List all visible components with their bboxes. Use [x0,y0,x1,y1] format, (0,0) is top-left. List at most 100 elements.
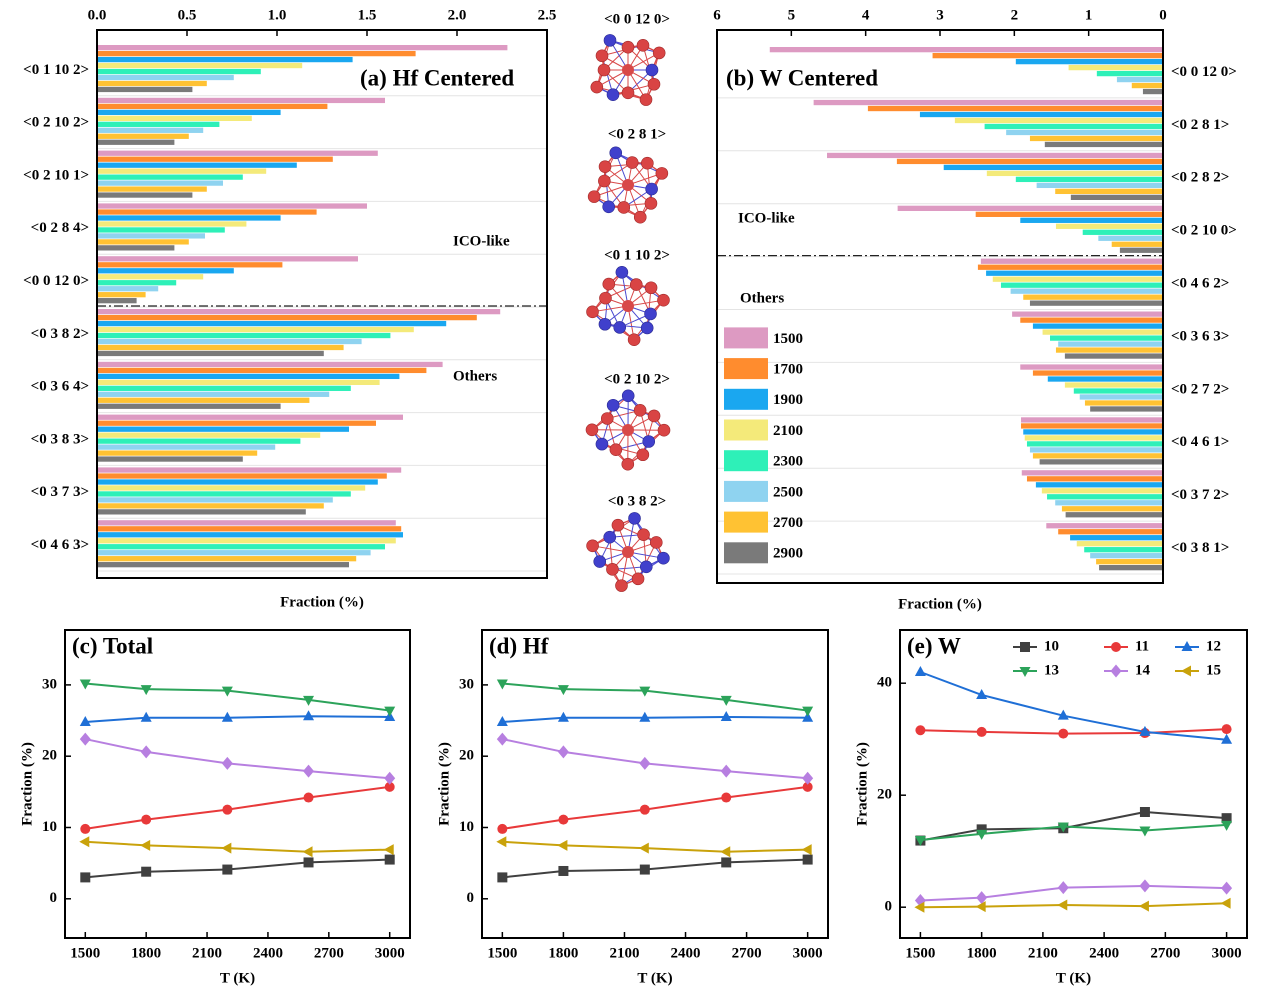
panel-title: (d) Hf [489,633,549,658]
bar [1037,183,1163,188]
category-label: <0 1 10 2> [23,62,89,78]
x-tick-label: 6 [713,7,721,23]
category-label: <0 0 12 0> [23,273,89,289]
y-tick-label: 0 [467,890,475,906]
bar [97,339,362,344]
bar [97,526,401,531]
y-tick-label: 10 [42,819,57,835]
bar [1006,130,1163,135]
x-tick-label: 1.0 [268,7,287,23]
cluster-atom [603,278,615,290]
x-tick-label: 4 [862,7,870,23]
bar [1022,470,1163,475]
marker [915,725,925,735]
x-axis-title: Fraction (%) [280,594,364,610]
series-line [502,683,807,710]
series-line [920,903,1226,907]
cluster-atom [656,167,668,179]
bar [97,315,477,320]
cluster-label: <0 1 10 2> [604,247,670,263]
series-line [920,729,1226,733]
x-tick-label: 1500 [905,945,935,961]
bar [97,280,176,285]
bar [1056,347,1163,352]
bar [1011,289,1163,294]
category-label: <0 3 6 4> [31,379,89,395]
x-tick-label: 2400 [253,945,283,961]
cluster-atom [588,191,600,203]
bar [97,262,282,267]
bar [97,427,349,432]
y-axis-title: Fraction (%) [854,742,870,826]
legend-label: 1500 [773,331,803,347]
x-tick-label: 3000 [1212,945,1242,961]
bar [97,256,358,261]
x-tick-label: 2100 [1028,945,1058,961]
bar [97,134,189,139]
marker [720,846,730,857]
category-label: <0 3 8 3> [31,431,89,447]
x-tick-label: 2400 [1089,945,1119,961]
marker [640,865,650,875]
legend-label: 15 [1206,662,1221,678]
cluster-atom [641,157,653,169]
y-tick-label: 20 [877,787,892,803]
category-label: <0 0 12 0> [1171,64,1237,80]
legend-label: 14 [1135,662,1151,678]
bar [1046,523,1163,528]
marker [1139,879,1150,892]
cluster-atom [638,529,650,541]
x-tick-label: 0.0 [88,7,107,23]
bar [1016,59,1163,64]
cluster-atom [622,390,634,402]
x-tick-label: 2700 [314,945,344,961]
bar [1098,236,1163,241]
legend-swatch [724,481,768,502]
y-tick-label: 10 [459,819,474,835]
plot-frame [482,630,828,938]
y-tick-label: 40 [877,675,892,691]
marker [639,757,650,770]
bar [97,81,207,86]
bar [1012,312,1163,317]
cluster-atom [598,64,610,76]
marker [497,733,508,746]
legend-label: 2300 [773,454,803,470]
marker [558,745,569,758]
x-axis-title: T (K) [220,970,255,986]
bar [97,421,376,426]
bar [1033,453,1163,458]
marker [640,805,650,815]
bar [97,140,174,145]
cluster-atom [637,449,649,461]
y-tick-label: 30 [459,676,474,692]
bar [97,497,333,502]
cluster-atom [641,322,653,334]
bar [1077,541,1163,546]
marker [303,765,314,778]
bar [978,265,1163,270]
bar [97,110,281,115]
bar [1058,529,1163,534]
bar [97,415,403,420]
x-tick-label: 2100 [192,945,222,961]
bar [97,245,174,250]
bar [97,380,380,385]
bar [827,153,1163,158]
bar [97,51,416,56]
category-label: <0 2 10 0> [1171,223,1237,239]
cluster-atom [650,536,662,548]
bar [1099,565,1163,570]
bar [1027,476,1163,481]
x-tick-label: 2.0 [448,7,467,23]
bar [97,122,219,127]
marker [1057,899,1067,910]
bar [97,538,396,543]
cluster-atom [618,201,630,213]
bar [1047,494,1163,499]
bar [97,87,192,92]
marker [1222,724,1232,734]
cluster-atom [601,412,613,424]
bar [1055,500,1163,505]
bar [1040,459,1163,464]
